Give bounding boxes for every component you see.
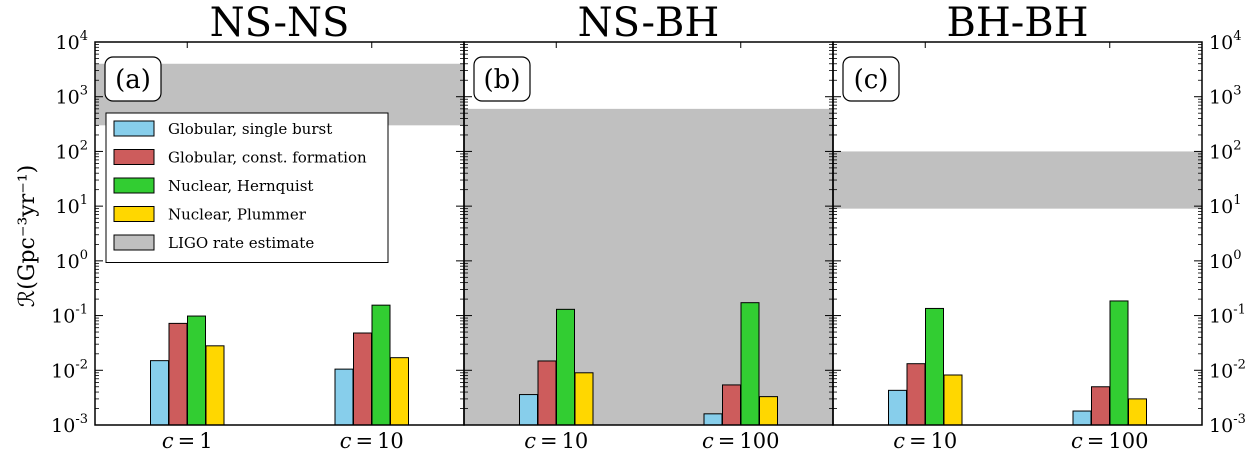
bar-ns-ns-g1-s2 [168,322,188,426]
bar-bh-bh-g1-s1 [888,389,907,426]
panel-labels: (a) (b) (c) [104,56,900,102]
panel-title: NS-NS [210,0,350,46]
y-tick-label: 10-3 [51,412,88,437]
panel-label: (b) [484,65,521,95]
y-tick-label: 101 [56,193,88,218]
y-tick-label: 10-1 [1209,303,1246,328]
legend-swatch [113,120,155,137]
bar-ns-ns-g2-s3 [371,304,391,426]
y-tick-label: 102 [56,138,88,163]
bar-ns-bh-g2-s4 [759,396,778,426]
axis-ticks [95,41,1202,426]
legend-swatch [113,234,155,251]
category-label: c = 100 [1071,429,1148,451]
panel-label-box [104,56,162,102]
y-tick-label: 10-2 [1209,357,1246,382]
y-tick-label: 101 [1209,193,1241,218]
category-label: c = 10 [893,429,957,451]
bar-ns-ns-g2-s4 [390,357,409,426]
y-tick-label: 10-2 [51,357,88,382]
panel-title: NS-BH [578,0,720,46]
bar-ns-bh-g1-s1 [519,394,538,426]
ligo-bands [95,63,1202,425]
bar-ns-bh-g2-s2 [722,384,741,426]
bar-bh-bh-g1-s3 [925,307,944,426]
y-tick-label: 100 [56,248,88,273]
legend-label: LIGO rate estimate [168,234,314,252]
bar-ns-bh-g1-s3 [556,308,575,426]
bar-bh-bh-g2-s4 [1128,398,1147,426]
bar-ns-bh-g2-s1 [703,413,723,426]
legend-label: Nuclear, Plummer [168,206,307,224]
panel-title: BH-BH [946,0,1088,46]
bar-ns-ns-g2-s1 [334,368,354,426]
legend-label: Globular, const. formation [168,149,367,167]
legend-label: Nuclear, Hernquist [168,177,313,195]
panel-label-box [842,56,900,102]
y-tick-label: 10-3 [1209,412,1246,437]
y-tick-label: 104 [1209,29,1241,54]
legend-swatch [113,206,155,222]
ligo-band-bh-bh [833,151,1202,209]
bar-ns-ns-g1-s1 [150,360,169,426]
panel-label: (a) [115,65,151,95]
bar-ns-bh-g1-s2 [537,360,557,426]
bar-ns-bh-g2-s3 [740,302,760,426]
legend-swatch [113,177,155,194]
bar-bh-bh-g2-s2 [1091,386,1110,426]
bar-bh-bh-g2-s3 [1109,300,1129,426]
y-tick-label: 102 [1209,138,1241,163]
axes-frames [94,41,1203,426]
category-label: c = 1 [162,429,213,451]
y-tick-label: 103 [1209,84,1241,109]
legend: Globular, single burst Globular, const. f… [105,112,389,263]
axes-frame-bh-bh [832,41,1203,426]
category-label: c = 10 [524,429,588,451]
y-axis-label: ℛ(Gpc⁻³yr⁻¹) [15,165,40,308]
axis-labels: c = 1 c = 10 NS-NS c = 10 c = 100 NS-BH c = 10 c = 100 BH-BH… [51,0,1246,451]
bar-ns-ns-g1-s4 [205,345,225,426]
category-label: c = 10 [340,429,404,451]
legend-swatch [113,149,155,165]
bar-bh-bh-g2-s1 [1072,410,1092,426]
y-tick-label: 103 [56,84,88,109]
panel-label: (c) [854,65,889,95]
y-tick-label: 100 [1209,248,1241,273]
bar-ns-ns-g1-s3 [187,315,206,426]
panel-label-box [473,56,531,102]
bars [150,300,1147,426]
bar-bh-bh-g1-s4 [943,374,963,426]
bar-ns-bh-g1-s4 [574,372,594,426]
ligo-band-ns-bh [464,108,833,425]
y-tick-label: 10-1 [51,303,88,328]
bar-bh-bh-g1-s2 [906,363,926,426]
y-tick-label: 104 [56,29,88,54]
legend-label: Globular, single burst [168,120,332,138]
bar-ns-ns-g2-s2 [353,332,372,426]
category-label: c = 100 [702,429,779,451]
